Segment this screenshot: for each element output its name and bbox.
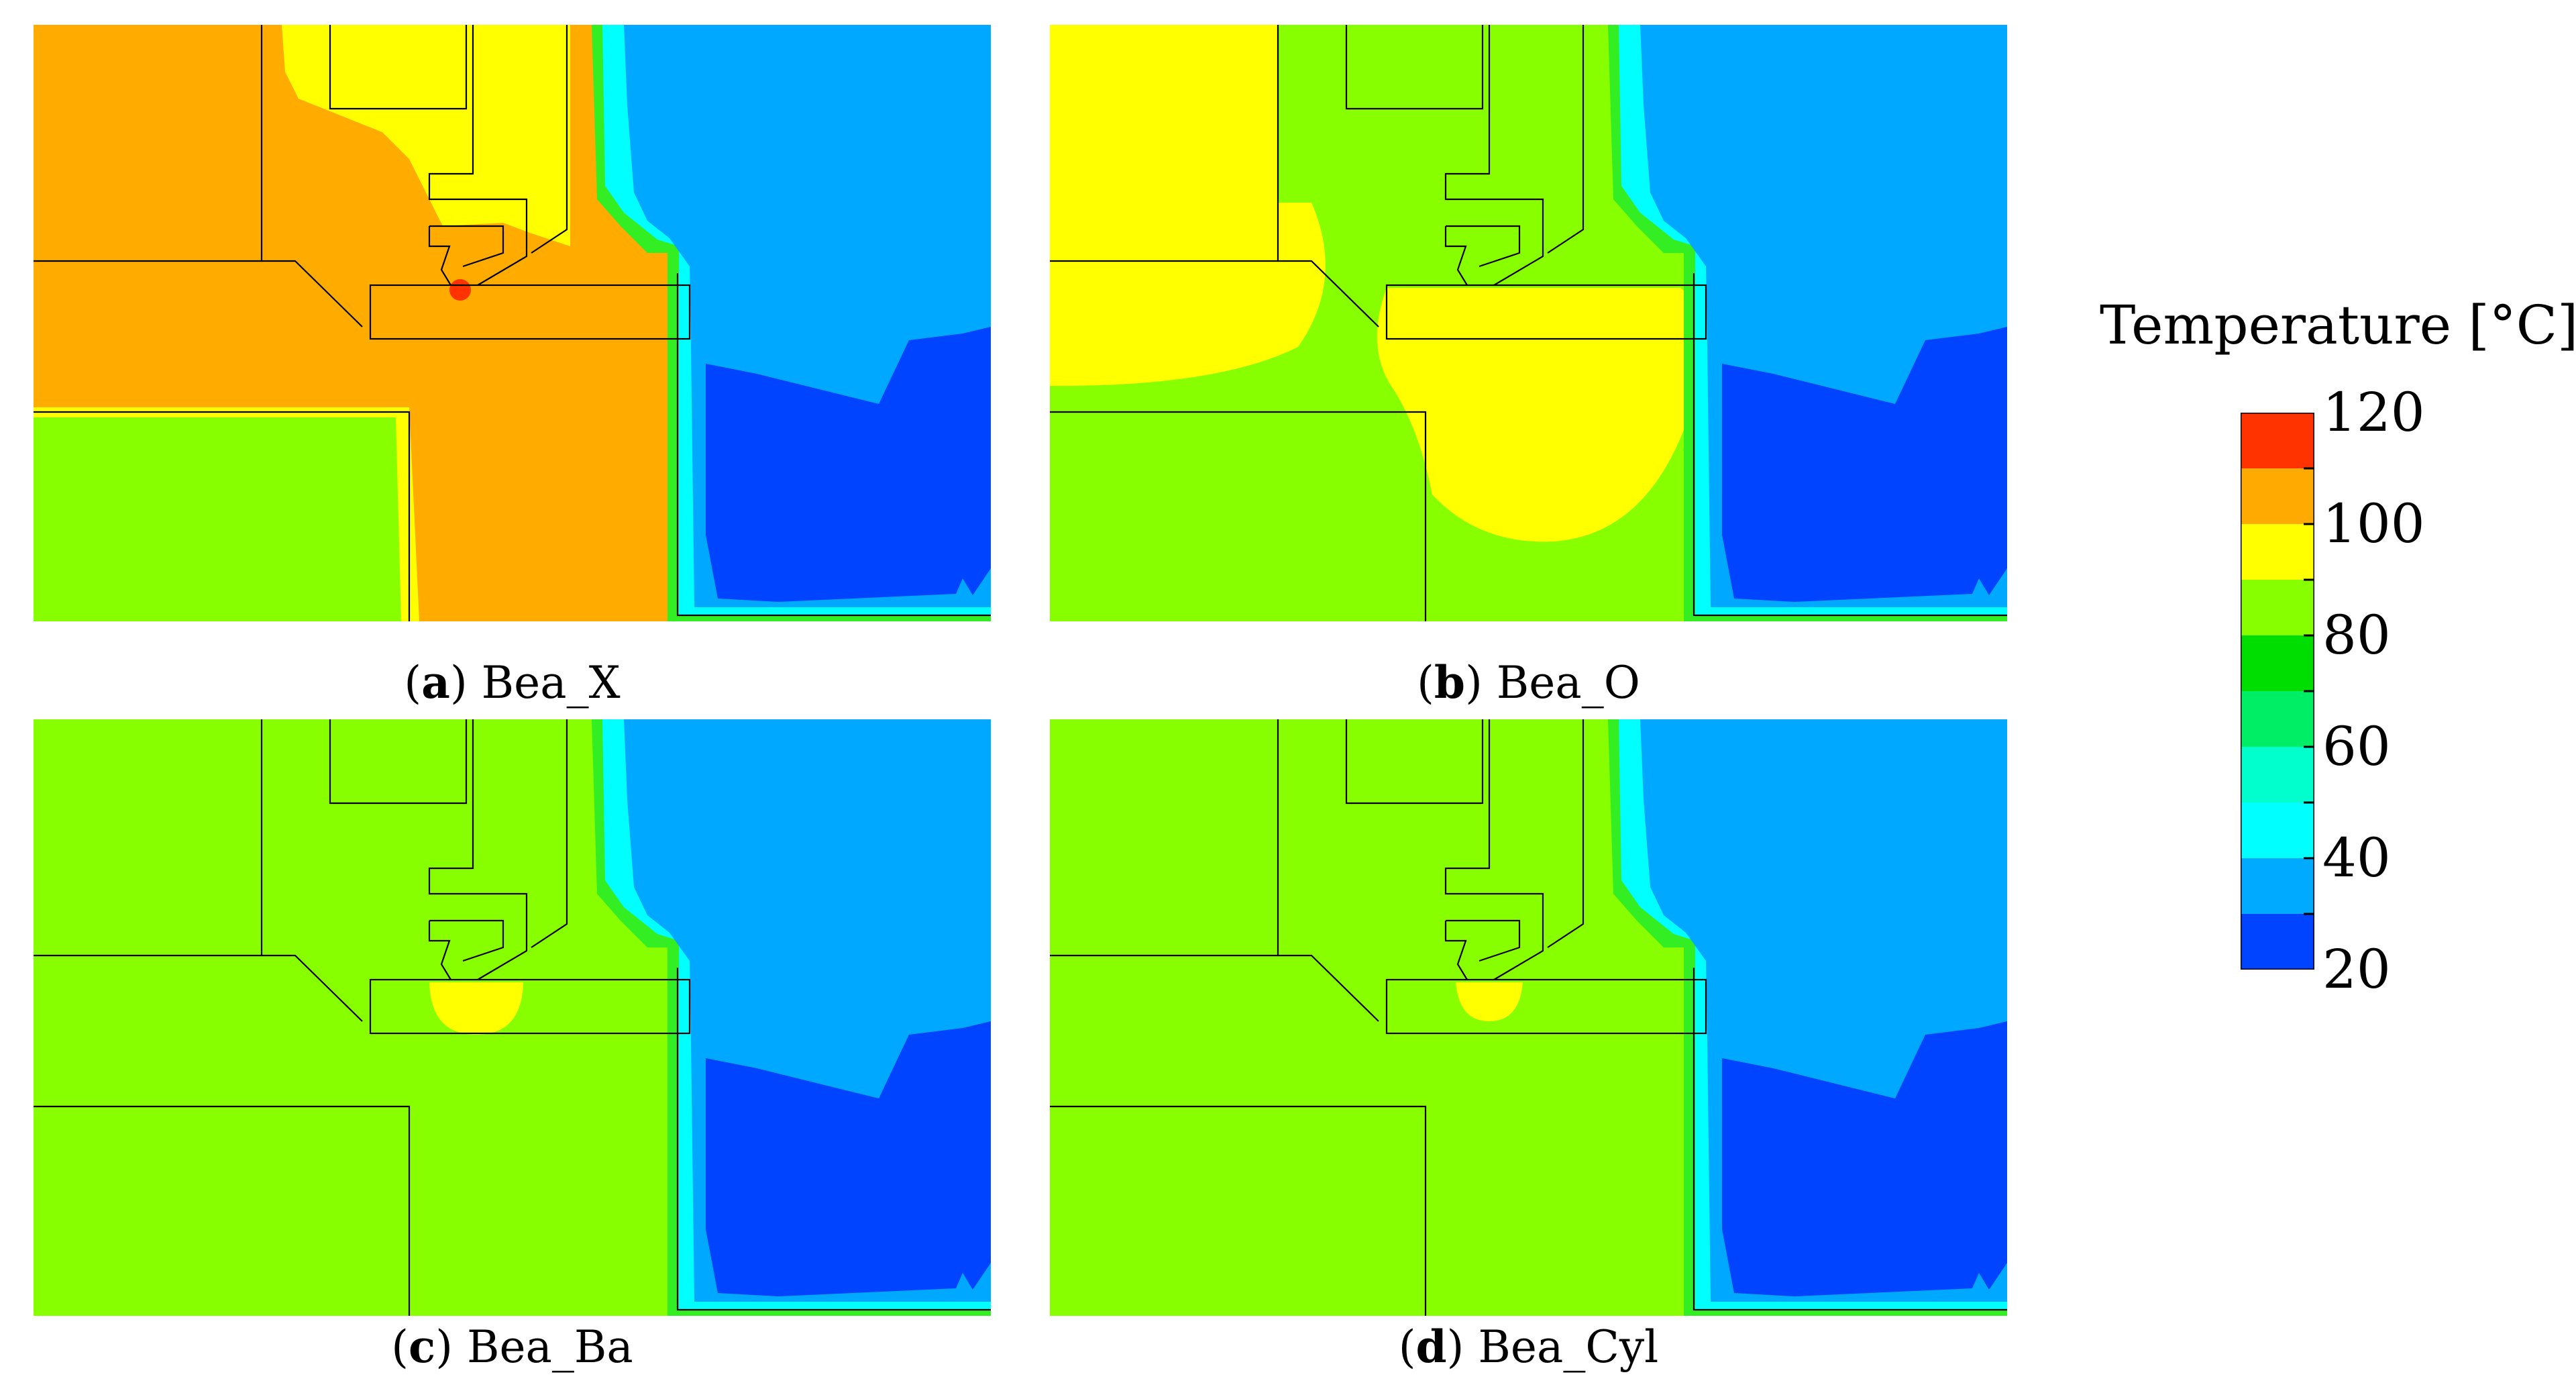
panel-bea-cyl bbox=[1050, 719, 2007, 1316]
outline-channel-left bbox=[1547, 25, 1585, 254]
contour-plot bbox=[34, 719, 991, 1316]
outline-channel-left bbox=[531, 25, 568, 254]
water-cold-pool bbox=[706, 1021, 991, 1296]
outline-channel-wall bbox=[1693, 968, 2007, 1311]
colorbar-tick-label: 20 bbox=[2322, 938, 2391, 1000]
outline-plate bbox=[1385, 978, 1707, 1035]
panel-bea-ba bbox=[34, 719, 991, 1316]
outline-plate bbox=[1385, 284, 1707, 340]
outline-clip bbox=[428, 25, 528, 286]
colorbar-tick-label: 40 bbox=[2322, 827, 2391, 889]
outline-clip bbox=[1444, 719, 1544, 980]
region-yellow-left bbox=[1050, 25, 1326, 386]
colorbar-level bbox=[2241, 858, 2314, 915]
outline-top-box bbox=[1345, 719, 1484, 805]
outline-plate bbox=[369, 978, 691, 1035]
outline-top-box bbox=[329, 719, 468, 805]
panel-bea-o bbox=[1050, 25, 2007, 621]
colorbar-level bbox=[2241, 747, 2314, 803]
outline-channel-left bbox=[531, 719, 568, 948]
legend-title: Temperature [°C] bbox=[2100, 294, 2576, 356]
outline-lower-block bbox=[34, 411, 411, 621]
colorbar-level bbox=[2241, 803, 2314, 859]
outline-plate bbox=[369, 284, 691, 340]
colorbar-tick-label: 80 bbox=[2322, 604, 2391, 666]
outline-clip bbox=[428, 719, 528, 980]
outline-channel-left bbox=[1547, 719, 1585, 948]
water-cold-pool bbox=[1722, 327, 2007, 602]
region-lower-left-lime bbox=[34, 417, 401, 621]
outline-lower-block bbox=[34, 1105, 411, 1316]
caption-b: (b) Bea_O bbox=[1417, 656, 1640, 709]
caption-c: (c) Bea_Ba bbox=[391, 1321, 633, 1373]
colorbar-tick-label: 60 bbox=[2322, 715, 2391, 778]
outline-lower-block bbox=[1050, 1105, 1427, 1316]
hotspot-yellow-ball bbox=[429, 982, 523, 1035]
colorbar-level bbox=[2241, 580, 2314, 636]
outline-clip bbox=[1444, 25, 1544, 286]
outline-lower-block bbox=[1050, 411, 1427, 621]
outline-channel-wall bbox=[676, 273, 991, 617]
panel-bea-x bbox=[34, 25, 991, 621]
hotspot-red bbox=[449, 279, 471, 301]
contour-plot bbox=[1050, 719, 2007, 1316]
colorbar-level bbox=[2241, 413, 2314, 469]
hotspot-yellow-cyl bbox=[1456, 982, 1523, 1021]
outline-top-box bbox=[1345, 25, 1484, 110]
colorbar-level bbox=[2241, 635, 2314, 692]
colorbar-level bbox=[2241, 914, 2314, 970]
outline-channel-wall bbox=[676, 968, 991, 1311]
water-cold-pool bbox=[1722, 1021, 2007, 1296]
colorbar-level bbox=[2241, 524, 2314, 580]
contour-plot bbox=[34, 25, 991, 621]
region-yellow-upper bbox=[282, 25, 570, 246]
colorbar-level bbox=[2241, 691, 2314, 747]
outline-channel-wall bbox=[1693, 273, 2007, 617]
caption-a: (a) Bea_X bbox=[404, 656, 621, 709]
contour-plot bbox=[1050, 25, 2007, 621]
caption-d: (d) Bea_Cyl bbox=[1398, 1321, 1659, 1373]
region-yellow-center bbox=[1377, 288, 1702, 542]
colorbar-tick-label: 100 bbox=[2322, 493, 2425, 555]
outline-top-box bbox=[329, 25, 468, 110]
water-cold-pool bbox=[706, 327, 991, 602]
colorbar-tick-label: 120 bbox=[2322, 381, 2425, 444]
colorbar-level bbox=[2241, 468, 2314, 525]
colorbar bbox=[2241, 413, 2314, 970]
